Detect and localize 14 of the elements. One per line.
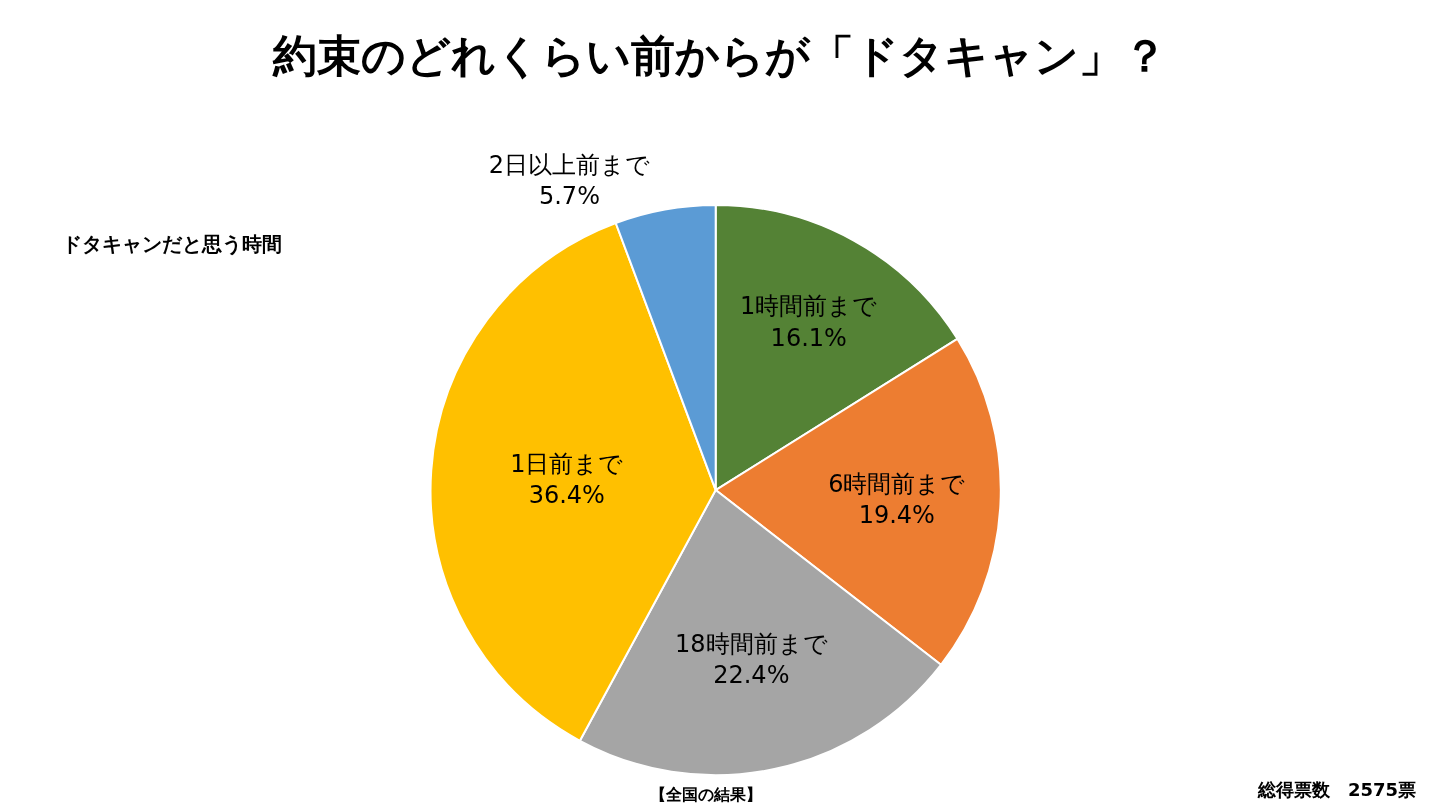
- text: 【全国の結果】: [650, 785, 762, 804]
- slice-label: 1日前まで: [510, 450, 624, 479]
- slice-label: 6時間前まで: [828, 469, 966, 498]
- slice-label: 2日以上前まで: [488, 151, 651, 180]
- data-label: 19.4%: [858, 500, 935, 529]
- data-label: 36.4%: [528, 481, 605, 510]
- slice-label: 1時間前まで: [740, 292, 878, 321]
- data-label: 22.4%: [713, 661, 790, 690]
- data-label: 16.1%: [770, 323, 847, 352]
- chart-title: 約束のどれくらい前からが「ドタキャン」？: [272, 30, 1167, 82]
- data-label: 5.7%: [538, 182, 600, 211]
- slice-label: 18時間前まで: [675, 629, 828, 658]
- text: ドタキャンだと思う時間: [62, 232, 282, 256]
- text: 総得票数 2575票: [1257, 779, 1417, 800]
